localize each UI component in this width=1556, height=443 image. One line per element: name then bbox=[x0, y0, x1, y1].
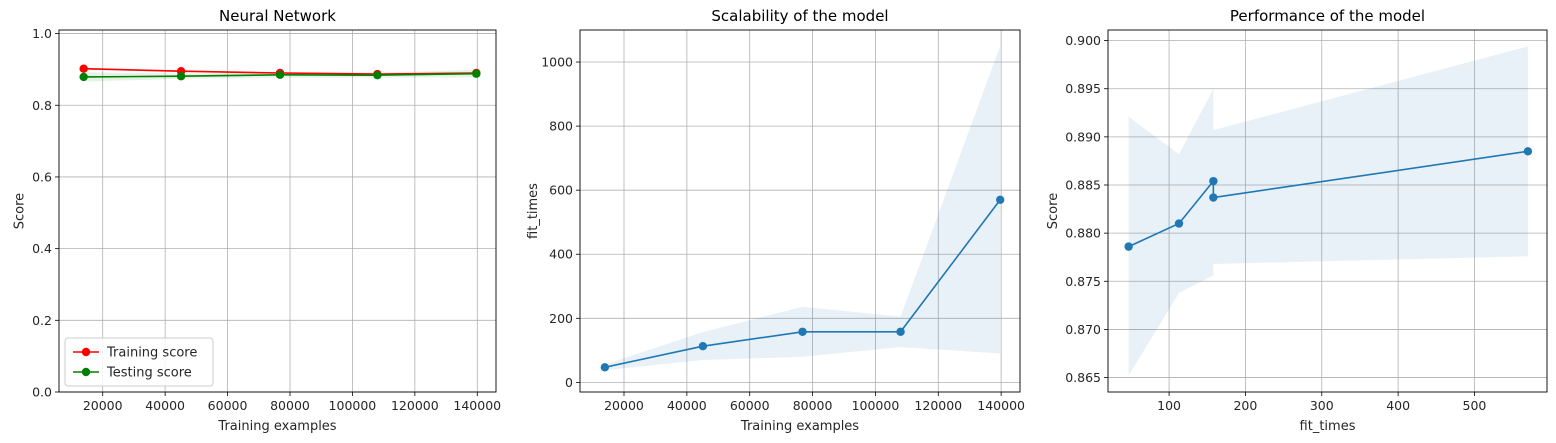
legend-entry-label: Training score bbox=[106, 346, 197, 361]
x-axis-label: fit_times bbox=[1300, 419, 1356, 434]
data-point bbox=[1209, 193, 1218, 202]
data-point bbox=[1209, 176, 1218, 186]
axes-frame bbox=[58, 29, 497, 393]
confidence-band bbox=[604, 46, 1001, 371]
data-point bbox=[1124, 242, 1133, 251]
data-point bbox=[275, 70, 285, 80]
x-tick-label: 60000 bbox=[208, 398, 248, 413]
x-tick-label: 60000 bbox=[730, 398, 770, 413]
data-point bbox=[600, 363, 610, 372]
y-tick-label: 1000 bbox=[541, 55, 573, 70]
y-tick-label: 0.8 bbox=[32, 98, 52, 113]
data-point bbox=[896, 327, 905, 336]
legend-swatch-marker bbox=[81, 367, 91, 377]
x-tick-label: 120000 bbox=[914, 398, 962, 413]
legend: Training score Testing score bbox=[64, 337, 214, 387]
y-axis-label: Score bbox=[13, 193, 28, 229]
y-tick-label: 600 bbox=[549, 183, 573, 198]
data-point bbox=[79, 64, 88, 73]
data-point bbox=[176, 72, 186, 81]
legend-entry-label: Testing score bbox=[106, 366, 192, 381]
x-tick-label: 80000 bbox=[793, 398, 833, 413]
y-tick-label: 0.4 bbox=[32, 241, 52, 256]
x-tick-label: 40000 bbox=[667, 398, 707, 413]
axes-frame bbox=[1107, 29, 1548, 393]
x-tick-label: 100000 bbox=[329, 398, 377, 413]
x-tick-label: 140000 bbox=[453, 398, 501, 413]
legend-box bbox=[64, 337, 214, 387]
data-point bbox=[798, 327, 807, 336]
data-point bbox=[698, 341, 708, 351]
legend-swatch-marker bbox=[81, 347, 91, 357]
x-tick-label: 120000 bbox=[391, 398, 439, 413]
x-tick-label: 80000 bbox=[270, 398, 310, 413]
x-tick-label: 300 bbox=[1310, 398, 1334, 413]
data-point bbox=[1174, 219, 1184, 228]
y-tick-label: 200 bbox=[549, 311, 573, 326]
y-tick-label: 0.2 bbox=[32, 313, 52, 328]
x-tick-label: 20000 bbox=[604, 398, 644, 413]
y-tick-label: 400 bbox=[549, 247, 573, 262]
data-point bbox=[373, 70, 382, 80]
x-tick-label: 400 bbox=[1386, 398, 1410, 413]
data-point bbox=[472, 69, 481, 78]
y-tick-label: 0.900 bbox=[1065, 33, 1101, 48]
y-tick-label: 0 bbox=[565, 375, 573, 390]
x-tick-label: 40000 bbox=[145, 398, 185, 413]
y-tick-label: 800 bbox=[549, 119, 573, 134]
y-tick-label: 0.895 bbox=[1065, 81, 1101, 96]
y-axis-label: Score bbox=[1046, 193, 1061, 229]
chart-panel-1: 20000 40000 60000 80000 100000 120000 140000 0.… bbox=[13, 7, 502, 434]
y-tick-label: 0.885 bbox=[1065, 178, 1101, 193]
x-axis-label: Training examples bbox=[217, 419, 336, 434]
y-tick-label: 0.880 bbox=[1065, 226, 1101, 241]
chart-panel-2: 20000 40000 60000 80000 100000 120000 140000 0 2… bbox=[526, 7, 1025, 434]
chart-panel-3: 100 200 300 400 500 0.865 0.870 0.875 0.880 0.885… bbox=[1046, 7, 1548, 434]
axes-frame bbox=[579, 29, 1021, 393]
y-tick-label: 0.870 bbox=[1065, 322, 1101, 337]
data-point bbox=[1523, 147, 1533, 156]
chart-title: Performance of the model bbox=[1230, 7, 1425, 25]
x-tick-label: 100000 bbox=[852, 398, 900, 413]
y-tick-label: 0.6 bbox=[32, 169, 52, 184]
x-tick-label: 200 bbox=[1233, 398, 1257, 413]
y-tick-label: 0.0 bbox=[32, 385, 52, 400]
x-tick-label: 500 bbox=[1463, 398, 1487, 413]
chart-title: Neural Network bbox=[219, 7, 336, 25]
x-tick-label: 140000 bbox=[977, 398, 1025, 413]
x-tick-label: 100 bbox=[1157, 398, 1181, 413]
y-tick-label: 0.875 bbox=[1065, 274, 1101, 289]
data-point bbox=[996, 195, 1005, 204]
x-axis-label: Training examples bbox=[740, 419, 859, 434]
y-axis-label: fit_times bbox=[526, 183, 541, 239]
chart-title: Scalability of the model bbox=[711, 7, 888, 25]
y-tick-label: 1.0 bbox=[32, 26, 52, 41]
y-tick-label: 0.890 bbox=[1065, 129, 1101, 144]
x-tick-label: 20000 bbox=[83, 398, 123, 413]
confidence-band bbox=[1128, 46, 1528, 376]
y-tick-label: 0.865 bbox=[1065, 370, 1101, 385]
data-point bbox=[79, 72, 88, 82]
